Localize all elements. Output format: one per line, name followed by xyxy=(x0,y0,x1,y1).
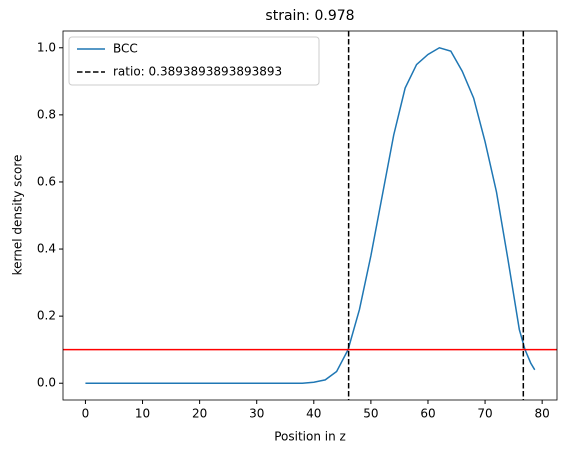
line-series xyxy=(85,46,536,384)
x-axis-label: Position in z xyxy=(274,430,346,444)
y-tick-label: 1.0 xyxy=(37,40,56,54)
x-tick-label: 10 xyxy=(135,407,150,421)
x-tick-label: 80 xyxy=(535,407,550,421)
axes-frame xyxy=(62,30,558,401)
x-tick-label: 50 xyxy=(363,407,378,421)
y-tick-label: 0.6 xyxy=(37,174,56,188)
x-tick-label: 60 xyxy=(420,407,435,421)
legend-label: BCC xyxy=(113,42,138,56)
x-tick-label: 40 xyxy=(306,407,321,421)
x-tick-label: 70 xyxy=(477,407,492,421)
chart-title: strain: 0.978 xyxy=(265,8,354,24)
x-tick-label: 30 xyxy=(249,407,264,421)
y-tick-label: 0.0 xyxy=(37,376,56,390)
y-tick-label: 0.4 xyxy=(37,242,56,256)
y-tick-label: 0.2 xyxy=(37,309,56,323)
y-tick-label: 0.8 xyxy=(37,107,56,121)
x-tick-label: 0 xyxy=(82,407,90,421)
x-tick-label: 20 xyxy=(192,407,207,421)
legend-box xyxy=(68,36,320,86)
legend-label: ratio: 0.3893893893893893 xyxy=(113,65,282,79)
y-axis-label: kernel density score xyxy=(11,155,25,276)
